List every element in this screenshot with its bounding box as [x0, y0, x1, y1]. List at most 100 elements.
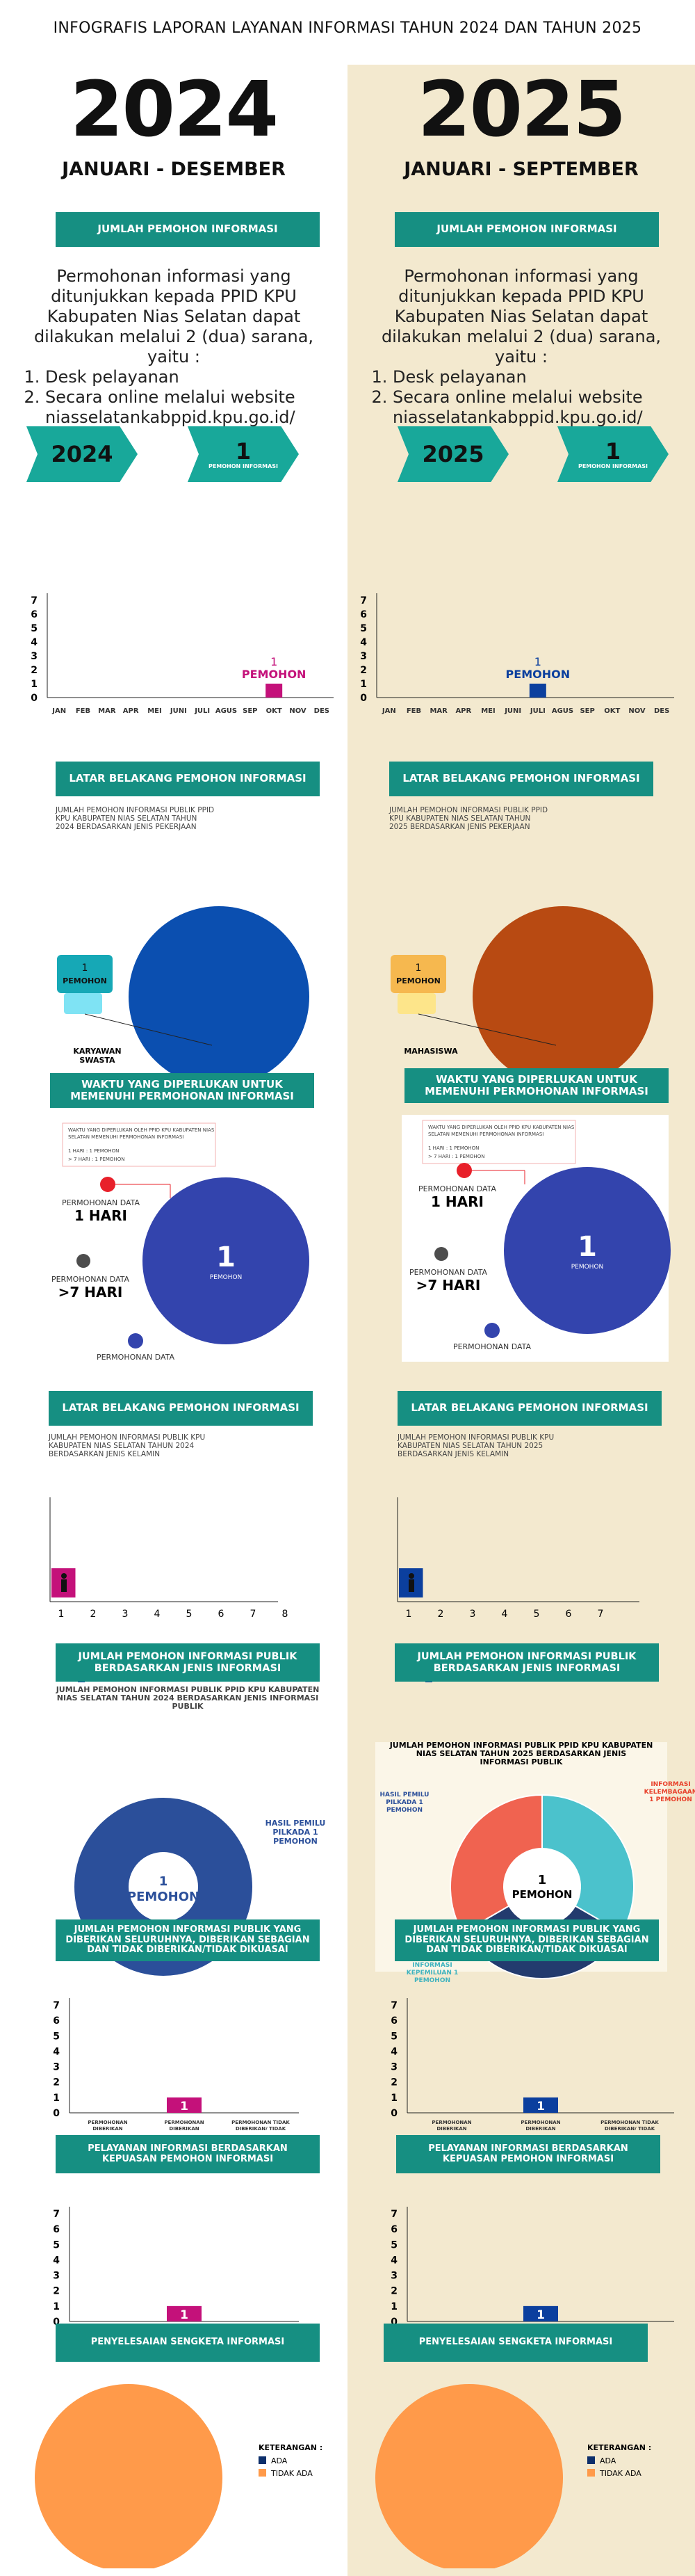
y-tick-label: 3 — [391, 2271, 398, 2282]
y-tick-label: 1 — [360, 679, 367, 690]
waktu-note: 1 HARI : 1 PEMOHON — [68, 1148, 119, 1154]
y-tick-label: 1 — [31, 679, 38, 690]
x-tick-label: JUNI — [170, 707, 187, 715]
pie-slice — [129, 906, 309, 1087]
y-tick-label: 4 — [53, 2255, 60, 2266]
y-tick-label: 6 — [53, 2224, 60, 2235]
arrow-count-label: PEMOHON INFORMASI — [578, 462, 648, 469]
bar-value-label: 1 — [537, 2308, 545, 2322]
x-tick-label: AGUS — [552, 707, 573, 715]
dot-blue — [484, 1323, 500, 1338]
category-unit: PEMOHON — [396, 976, 441, 985]
waktu-label: 1 HARI — [74, 1207, 127, 1224]
y-tick-label: 0 — [391, 2108, 398, 2119]
x-tick-label: FEB — [76, 707, 90, 715]
y-tick-label: 7 — [360, 595, 367, 606]
waktu-label: >7 HARI — [416, 1277, 481, 1294]
waktu-note: WAKTU YANG DIPERLUKAN OLEH PPID KPU KABU… — [68, 1127, 215, 1140]
y-tick-label: 6 — [391, 2224, 398, 2235]
gender-caption: JUMLAH PEMOHON INFORMASI PUBLIK KPU KABU… — [49, 1433, 206, 1458]
jumlah-banner: JUMLAH PEMOHON INFORMASI — [395, 212, 659, 247]
x-tick-label: 6 — [566, 1609, 572, 1620]
data-label: 1 — [270, 655, 277, 668]
legend-title: KETERANGAN : — [259, 2443, 322, 2452]
bar-value-label: 1 — [180, 2100, 188, 2114]
x-tick-label: JULI — [530, 707, 546, 715]
note-box — [422, 1120, 576, 1164]
jenis-caption: JUMLAH PEMOHON INFORMASI PUBLIK PPID KPU… — [56, 1685, 320, 1711]
donut-count: 1 — [538, 1873, 547, 1887]
pelayanan-banner: PELAYANAN INFORMASI BERDASARKAN KEPUASAN… — [56, 2135, 320, 2173]
x-tick-label: 5 — [534, 1609, 540, 1620]
legend-swatch — [587, 2469, 595, 2477]
y-tick-label: 3 — [391, 2062, 398, 2073]
bubble-count: 1 — [216, 1241, 236, 1273]
category-box-shadow — [64, 993, 102, 1014]
x-tick-label: 1 — [406, 1609, 412, 1620]
x-tick-label: 8 — [282, 1609, 288, 1620]
column-2024: 2024 JANUARI - DESEMBER JUMLAH PEMOHON I… — [0, 65, 348, 2576]
latar-caption: JUMLAH PEMOHON INFORMASI PUBLIK PPID KPU… — [389, 806, 548, 831]
waktu-label-small: PERMOHONAN DATA — [418, 1184, 497, 1193]
sengketa-chart: KETERANGAN : ADA TIDAK ADA — [375, 2384, 651, 2568]
period-label: JANUARI - DESEMBER — [62, 159, 286, 180]
waktu-label-small: PERMOHONAN DATA — [97, 1353, 175, 1362]
x-tick-label: MAR — [98, 707, 116, 715]
y-tick-label: 5 — [53, 2031, 60, 2042]
data-label: 1 — [534, 655, 541, 668]
y-tick-label: 0 — [31, 693, 38, 704]
note-box — [62, 1122, 216, 1167]
legend-label: TIDAK ADA — [270, 2469, 313, 2478]
arrow-year: 2025 — [398, 426, 509, 482]
data-label: PEMOHON — [242, 668, 306, 681]
category-label: MAHASISWA — [404, 1047, 458, 1056]
gender-banner: LATAR BELAKANG PEMOHON INFORMASI — [398, 1391, 662, 1426]
diberikan-chart: 0 1 2 3 4 5 6 7 PERMOHONANDIBERIKANSELURUHNYA 1 PE… — [391, 1998, 674, 2130]
bar — [529, 684, 546, 698]
y-tick-label: 5 — [360, 623, 367, 634]
person-icon — [409, 1579, 414, 1592]
dot-blue — [128, 1333, 143, 1349]
y-tick-label: 2 — [53, 2286, 60, 2297]
donut-callout: INFORMASI KEPEMILUAN 1 PEMOHON — [407, 1962, 459, 1984]
category-box-shadow — [398, 993, 436, 1014]
diberikan-chart: 0 1 2 3 4 5 6 7 PERMOHONANDIBERIKANSELURUHNYA 1 PE… — [53, 1998, 299, 2130]
arrow-count-value: 1 — [605, 437, 621, 465]
x-tick-label: PERMOHONANDIBERIKANSEBAGIAN — [164, 2120, 204, 2130]
y-tick-label: 5 — [391, 2031, 398, 2042]
y-tick-label: 6 — [360, 609, 367, 620]
x-tick-label: 1 — [58, 1609, 65, 1620]
y-tick-label: 3 — [53, 2062, 60, 2073]
pekerjaan-chart: 1 PEMOHON MAHASISWA — [391, 906, 653, 1087]
year-heading: 2024 — [70, 65, 279, 154]
dot-red — [457, 1163, 472, 1178]
y-tick-label: 6 — [53, 2015, 60, 2027]
legend-label: ADA — [600, 2456, 616, 2465]
data-label: PEMOHON — [506, 668, 571, 681]
period-label: JANUARI - SEPTEMBER — [404, 159, 639, 180]
x-tick-label: 4 — [502, 1609, 508, 1620]
kepuasan-chart: 01234567SANGAT PUAS1PUASTIDAK PUAS — [391, 2207, 674, 2334]
jenis-banner: JUMLAH PEMOHON INFORMASI PUBLIK BERDASAR… — [395, 1643, 659, 1682]
donut-hole — [504, 1849, 580, 1925]
bar — [167, 2097, 202, 2113]
pie-slice — [375, 2384, 563, 2568]
y-tick-label: 6 — [391, 2015, 398, 2027]
arrow-year-value: 2024 — [51, 441, 113, 467]
waktu-label: 1 HARI — [431, 1193, 484, 1210]
x-tick-label: DES — [654, 707, 669, 715]
gender-caption: JUMLAH PEMOHON INFORMASI PUBLIK KPU KABU… — [398, 1433, 555, 1458]
arrow-count: 1 PEMOHON INFORMASI — [188, 426, 299, 482]
category-box — [57, 955, 113, 993]
waktu-label-small: PERMOHONAN DATA — [62, 1198, 140, 1207]
legend-swatch — [259, 2469, 266, 2477]
x-tick-label: JAN — [382, 707, 396, 715]
y-tick-label: 0 — [53, 2317, 60, 2328]
legend-title: KETERANGAN : — [587, 2443, 651, 2452]
x-tick-label: 3 — [122, 1609, 129, 1620]
waktu-banner: WAKTU YANG DIPERLUKAN UNTUK MEMENUHI PER… — [404, 1068, 669, 1103]
jenis-caption: JUMLAH PEMOHON INFORMASI PUBLIK PPID KPU… — [389, 1741, 653, 1766]
y-tick-label: 0 — [391, 2317, 398, 2328]
